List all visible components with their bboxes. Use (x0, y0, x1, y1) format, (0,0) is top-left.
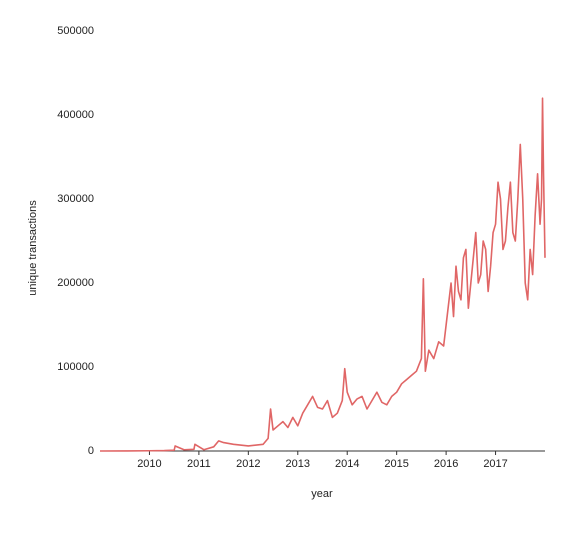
x-tick-label: 2017 (483, 458, 507, 470)
x-tick-label: 2015 (384, 458, 408, 470)
y-tick-label: 300000 (57, 193, 94, 205)
line (99, 97, 546, 452)
x-tick-label: 2010 (137, 458, 161, 470)
y-axis-label: unique transactions (27, 200, 39, 296)
y-tick-label: 500000 (57, 25, 94, 37)
y-tick-label: 0 (88, 445, 94, 457)
x-tick-label: 2016 (434, 458, 458, 470)
x-tick-label: 2011 (187, 458, 211, 470)
x-tick-label: 2013 (286, 458, 310, 470)
y-tick-label: 100000 (57, 361, 94, 373)
x-tick-label: 2014 (335, 458, 359, 470)
x-axis-label: year (311, 488, 333, 500)
y-tick-label: 200000 (57, 277, 94, 289)
y-tick-label: 400000 (57, 109, 94, 121)
x-tick-label: 2012 (236, 458, 260, 470)
